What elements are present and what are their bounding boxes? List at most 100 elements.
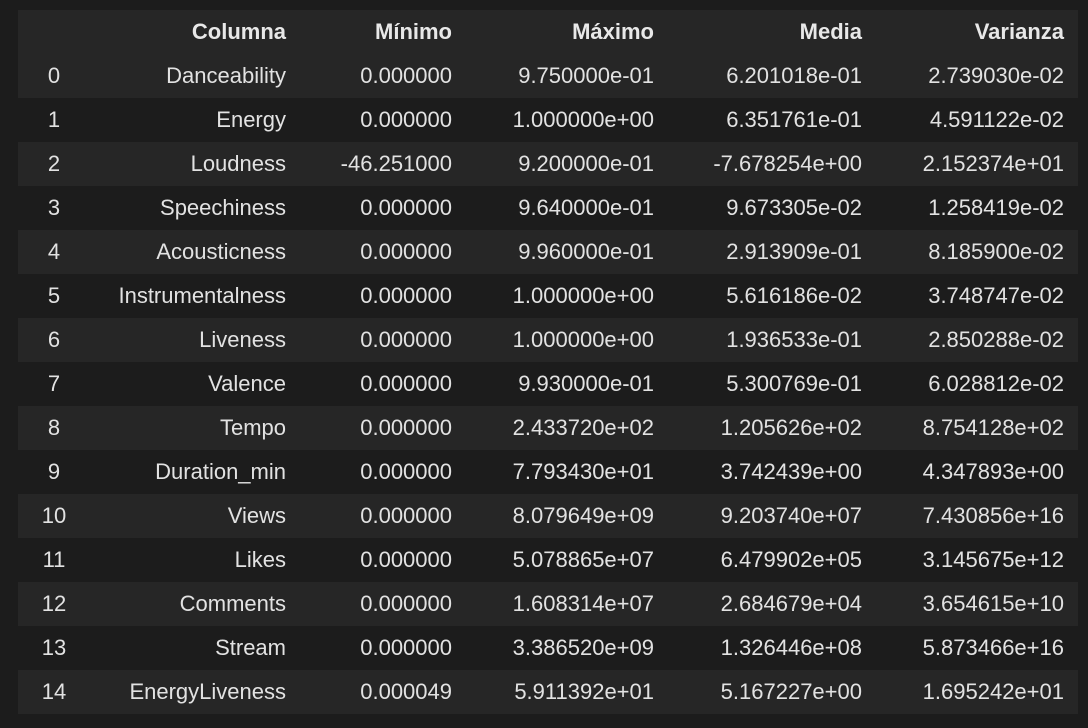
table-row: 9 Duration_min 0.000000 7.793430e+01 3.74243… (18, 450, 1078, 494)
cell-minimo: 0.000000 (360, 283, 452, 308)
row-index: 9 (47, 459, 61, 484)
row-index: 8 (47, 415, 61, 440)
row-index: 5 (47, 283, 61, 308)
cell-media: 6.201018e-01 (726, 63, 862, 88)
row-index: 11 (42, 547, 66, 572)
table-row: 1 Energy 0.000000 1.000000e+00 6.351761e-01 4… (18, 98, 1078, 142)
cell-columna: Stream (215, 635, 286, 660)
cell-columna: Tempo (219, 415, 286, 440)
cell-varianza: 3.654615e+10 (922, 591, 1064, 616)
cell-minimo: 0.000000 (360, 591, 452, 616)
table-row: 11 Likes 0.000000 5.078865e+07 6.479902e+05 3… (18, 538, 1078, 582)
cell-maximo: 5.911392e+01 (514, 679, 654, 704)
cell-media: -7.678254e+00 (713, 151, 862, 176)
cell-columna: Energy (216, 107, 286, 132)
cell-columna: Comments (179, 591, 286, 616)
cell-varianza: 5.873466e+16 (922, 635, 1064, 660)
cell-minimo: 0.000049 (360, 679, 452, 704)
table-row: 5 Instrumentalness 0.000000 1.000000e+00 5.6… (18, 274, 1078, 318)
row-index: 10 (41, 503, 67, 528)
cell-columna: Acousticness (156, 239, 286, 264)
cell-columna: Duration_min (155, 459, 286, 484)
cell-minimo: 0.000000 (360, 635, 452, 660)
column-header-media: Media (799, 19, 862, 44)
cell-varianza: 8.754128e+02 (922, 415, 1064, 440)
cell-minimo: 0.000000 (360, 459, 452, 484)
cell-minimo: 0.000000 (360, 503, 452, 528)
cell-columna: Liveness (199, 327, 286, 352)
table-row: 7 Valence 0.000000 9.930000e-01 5.300769e-01… (18, 362, 1078, 406)
cell-minimo: 0.000000 (360, 107, 452, 132)
cell-minimo: 0.000000 (360, 63, 452, 88)
cell-minimo: 0.000000 (360, 239, 452, 264)
cell-maximo: 3.386520e+09 (512, 635, 654, 660)
stats-table: Columna Mínimo Máximo Media Varianza 0 Da… (18, 10, 1078, 714)
row-index: 13 (41, 635, 67, 660)
table-row: 6 Liveness 0.000000 1.000000e+00 1.936533e-0… (18, 318, 1078, 362)
cell-varianza: 4.591122e-02 (929, 107, 1064, 132)
cell-columna: EnergyLiveness (129, 679, 286, 704)
cell-media: 5.167227e+00 (720, 679, 862, 704)
cell-varianza: 2.152374e+01 (922, 151, 1064, 176)
cell-columna: Views (227, 503, 286, 528)
cell-maximo: 5.078865e+07 (512, 547, 654, 572)
column-header-columna: Columna (191, 19, 286, 44)
cell-media: 5.300769e-01 (726, 371, 862, 396)
table-row: 0 Danceability 0.000000 9.750000e-01 6.20101… (18, 54, 1078, 98)
cell-varianza: 2.739030e-02 (928, 63, 1064, 88)
row-index: 12 (41, 591, 67, 616)
cell-minimo: 0.000000 (360, 415, 452, 440)
cell-minimo: 0.000000 (360, 371, 452, 396)
cell-maximo: 9.640000e-01 (518, 195, 654, 220)
cell-media: 1.936533e-01 (726, 327, 862, 352)
cell-minimo: -46.251000 (340, 151, 452, 176)
cell-maximo: 1.608314e+07 (512, 591, 654, 616)
column-header-maximo: Máximo (572, 19, 654, 44)
cell-media: 9.203740e+07 (720, 503, 862, 528)
cell-media: 2.684679e+04 (720, 591, 862, 616)
cell-varianza: 6.028812e-02 (928, 371, 1064, 396)
cell-maximo: 9.750000e-01 (518, 63, 654, 88)
row-index: 1 (47, 107, 61, 132)
cell-varianza: 7.430856e+16 (922, 503, 1064, 528)
cell-columna: Loudness (190, 151, 286, 176)
cell-maximo: 2.433720e+02 (512, 415, 654, 440)
cell-media: 5.616186e-02 (726, 283, 862, 308)
table-row: 13 Stream 0.000000 3.386520e+09 1.326446e+08… (18, 626, 1078, 670)
row-index: 7 (47, 371, 61, 396)
cell-columna: Speechiness (160, 195, 286, 220)
cell-maximo: 9.960000e-01 (518, 239, 654, 264)
table-row: 10 Views 0.000000 8.079649e+09 9.203740e+07 7… (18, 494, 1078, 538)
cell-maximo: 1.000000e+00 (512, 283, 654, 308)
cell-columna: Danceability (166, 63, 286, 88)
cell-media: 6.479902e+05 (720, 547, 862, 572)
row-index: 14 (41, 679, 67, 704)
cell-media: 6.351761e-01 (726, 107, 862, 132)
header-row: Columna Mínimo Máximo Media Varianza (18, 10, 1078, 54)
cell-media: 1.205626e+02 (720, 415, 862, 440)
table-row: 12 Comments 0.000000 1.608314e+07 2.684679e+… (18, 582, 1078, 626)
cell-varianza: 4.347893e+00 (922, 459, 1064, 484)
cell-maximo: 9.930000e-01 (518, 371, 654, 396)
cell-columna: Valence (208, 371, 286, 396)
table-row: 4 Acousticness 0.000000 9.960000e-01 2.91390… (18, 230, 1078, 274)
index-header (18, 10, 90, 54)
cell-maximo: 7.793430e+01 (512, 459, 654, 484)
cell-media: 3.742439e+00 (720, 459, 862, 484)
cell-varianza: 3.748747e-02 (928, 283, 1064, 308)
cell-minimo: 0.000000 (360, 195, 452, 220)
cell-maximo: 1.000000e+00 (512, 107, 654, 132)
row-index: 4 (47, 239, 61, 264)
cell-varianza: 1.695242e+01 (922, 679, 1064, 704)
table-row: 3 Speechiness 0.000000 9.640000e-01 9.673305… (18, 186, 1078, 230)
cell-media: 1.326446e+08 (720, 635, 862, 660)
cell-media: 9.673305e-02 (726, 195, 862, 220)
cell-minimo: 0.000000 (360, 547, 452, 572)
column-header-minimo: Mínimo (375, 19, 452, 44)
cell-media: 2.913909e-01 (726, 239, 862, 264)
table-row: 8 Tempo 0.000000 2.433720e+02 1.205626e+02 8.… (18, 406, 1078, 450)
cell-varianza: 8.185900e-02 (928, 239, 1064, 264)
row-index: 6 (47, 327, 61, 352)
cell-maximo: 9.200000e-01 (518, 151, 654, 176)
cell-minimo: 0.000000 (360, 327, 452, 352)
